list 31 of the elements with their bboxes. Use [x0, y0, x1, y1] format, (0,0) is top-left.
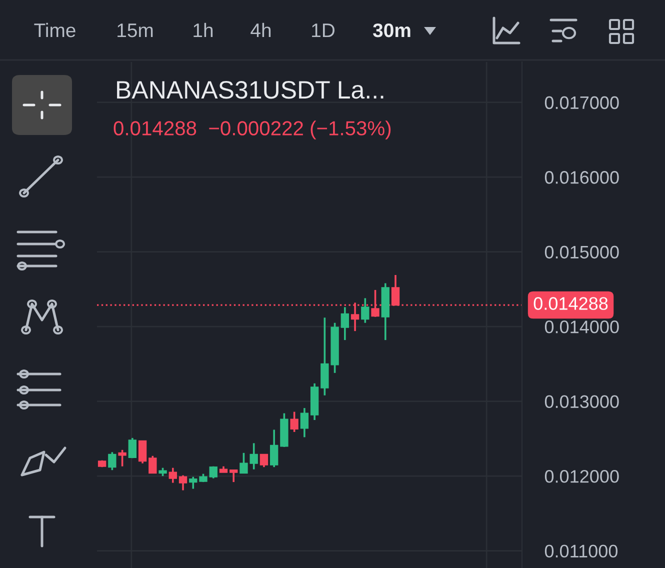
- ref-line-label: 0.014288: [534, 297, 608, 310]
- text: 15m: [118, 24, 153, 38]
- text: 4h: [250, 22, 271, 38]
- candlestick: [230, 469, 238, 483]
- y-tick-label: 0.013000: [544, 395, 619, 408]
- candlestick: [270, 428, 278, 468]
- candlestick: [138, 440, 147, 464]
- text: 0.014288 −0.000222 (−1.53%): [114, 120, 391, 140]
- candlestick: [340, 306, 350, 341]
- candlestick: [290, 410, 298, 433]
- candlestick: [128, 437, 137, 460]
- text: 1h: [194, 22, 213, 38]
- text: BANANAS31USDT La...: [117, 81, 384, 99]
- candlestick: [118, 449, 126, 468]
- y-tick-label: 0.016000: [544, 171, 619, 184]
- y-tick-label: 0.014000: [544, 320, 619, 334]
- candlestick: [148, 454, 157, 474]
- y-tick-label: 0.011000: [544, 544, 618, 558]
- candlestick: [108, 451, 116, 471]
- candlestick: [189, 476, 198, 490]
- candlestick: [260, 453, 268, 468]
- text: 1D: [312, 24, 334, 38]
- candlestick: [300, 407, 309, 438]
- candlestick: [361, 297, 370, 324]
- y-tick-label: 0.017000: [544, 96, 619, 110]
- y-tick-label: 0.012000: [544, 470, 619, 483]
- text: Time: [34, 22, 76, 38]
- candlestick: [178, 474, 188, 492]
- y-tick-label: 0.015000: [544, 246, 619, 259]
- candlestick: [168, 466, 177, 484]
- text: 30m: [372, 23, 410, 38]
